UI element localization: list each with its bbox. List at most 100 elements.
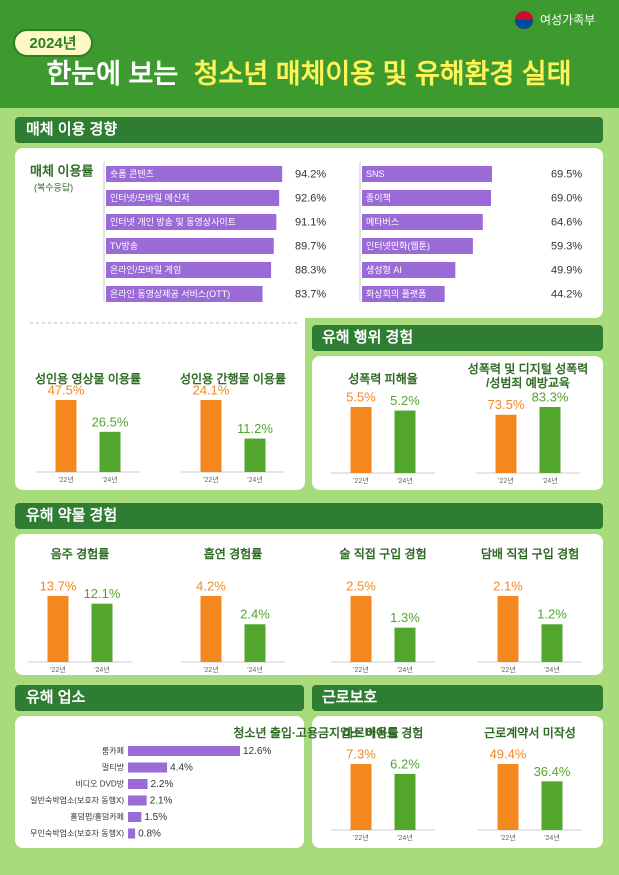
chart-note: (복수응답) (34, 181, 73, 192)
bar (106, 238, 274, 254)
value-label: 49.9% (551, 264, 582, 276)
category-label: '22년 (203, 665, 219, 674)
bar (128, 762, 168, 773)
bar (128, 812, 142, 822)
chart-title: 아르바이트 경험 (343, 725, 424, 740)
bar (394, 410, 416, 473)
ministry-logo-half (515, 20, 533, 29)
bar (362, 238, 473, 254)
category-label: '24년 (247, 665, 263, 674)
value-label: 6.2% (390, 756, 420, 771)
bar (200, 400, 222, 472)
value-label: 59.3% (551, 240, 582, 252)
category-label: '24년 (542, 476, 558, 485)
value-label: 89.7% (295, 240, 326, 252)
category-label: '24년 (397, 665, 413, 674)
bar-label: 온라인/모바일 게임 (110, 264, 181, 275)
panel (15, 534, 603, 675)
chart-title: 성폭력 및 디지털 성폭력 (468, 361, 588, 376)
section-header (312, 685, 603, 711)
bar (497, 596, 519, 662)
category-label: '24년 (247, 475, 263, 484)
bar (128, 779, 148, 789)
bar (362, 286, 445, 302)
value-label: 1.2% (537, 607, 567, 622)
main-title: 한눈에 보는 청소년 매체이용 및 유해환경 실태 (47, 59, 572, 89)
section-title: 유해 약물 경험 (26, 506, 117, 524)
panel (15, 300, 305, 490)
value-label: 0.8% (138, 829, 161, 840)
section-title: 유해 행위 경험 (322, 328, 413, 346)
chart-title: 성폭력 피해율 (348, 371, 418, 386)
bar (394, 773, 416, 830)
bar (128, 828, 136, 839)
chart-title: 성인용 간행물 이용률 (180, 371, 286, 386)
bar-label: 화상회의 플랫폼 (366, 289, 426, 299)
panel (312, 716, 603, 848)
chart-title: 담배 직접 구입 경험 (481, 546, 579, 561)
bar-label: 멀티방 (102, 762, 125, 772)
bar (539, 407, 561, 473)
bar-label: 인터넷만화(웹툰) (366, 241, 430, 251)
bar (541, 781, 563, 830)
bar (128, 746, 240, 756)
category-label: '22년 (58, 475, 74, 484)
bar (495, 414, 517, 473)
bar (362, 214, 483, 230)
bar (106, 214, 277, 230)
panel (312, 356, 603, 490)
section-header (15, 685, 304, 711)
value-label: 12.1% (84, 586, 121, 601)
category-label: '24년 (102, 475, 118, 484)
bar (91, 603, 113, 662)
chart-title: 흡연 경험률 (204, 546, 263, 561)
chart-title: 근로계약서 미작성 (484, 725, 576, 740)
category-label: '22년 (498, 476, 514, 485)
value-label: 1.5% (144, 812, 167, 823)
bar (106, 262, 272, 278)
title-lead: 한눈에 보는 (47, 59, 179, 89)
value-label: 69.0% (551, 192, 582, 204)
bar-label: 온라인 동영상제공 서비스(OTT) (110, 289, 230, 299)
value-label: 7.3% (346, 746, 376, 761)
category-label: '24년 (397, 833, 413, 842)
bar (106, 286, 263, 302)
value-label: 1.3% (390, 610, 420, 625)
value-label: 11.2% (237, 421, 273, 436)
bar (128, 795, 147, 806)
value-label: 26.5% (92, 414, 129, 429)
section-header (15, 117, 603, 143)
chart-title: 성인용 영상물 이용률 (35, 371, 141, 386)
value-label: 5.2% (390, 393, 420, 408)
bar (541, 624, 563, 662)
bar (362, 166, 492, 182)
value-label: 83.3% (532, 389, 569, 404)
value-label: 4.4% (170, 763, 193, 774)
bar-label: 숏폼 콘텐츠 (110, 169, 154, 179)
category-label: '22년 (500, 833, 516, 842)
category-label: '24년 (397, 476, 413, 485)
bar-label: 메타버스 (366, 217, 399, 227)
section-title: 매체 이용 경향 (26, 120, 117, 138)
value-label: 88.3% (295, 264, 326, 276)
chart-title: /성범죄 예방교육 (486, 375, 570, 390)
bar-label: 일반숙박업소(보호자 동행X) (30, 795, 124, 805)
bar (362, 190, 492, 206)
bar-label: 인터넷 개인 방송 및 동영상사이트 (110, 216, 236, 227)
bar (55, 400, 77, 472)
badge-text: 2024년 (29, 35, 76, 52)
bar (244, 624, 266, 662)
bar (497, 764, 519, 830)
category-label: '22년 (353, 833, 369, 842)
subtitle: 청소년 출입·고용금지업소 이용률 (233, 725, 398, 740)
bar (200, 596, 222, 662)
value-label: 13.7% (40, 578, 77, 593)
chart-title: 음주 경험률 (51, 546, 110, 561)
value-label: 94.2% (295, 168, 326, 180)
bar-label: SNS (366, 169, 385, 179)
value-label: 5.5% (346, 389, 376, 404)
value-label: 2.2% (151, 779, 174, 790)
badge (13, 29, 93, 57)
value-label: 2.5% (346, 578, 376, 593)
